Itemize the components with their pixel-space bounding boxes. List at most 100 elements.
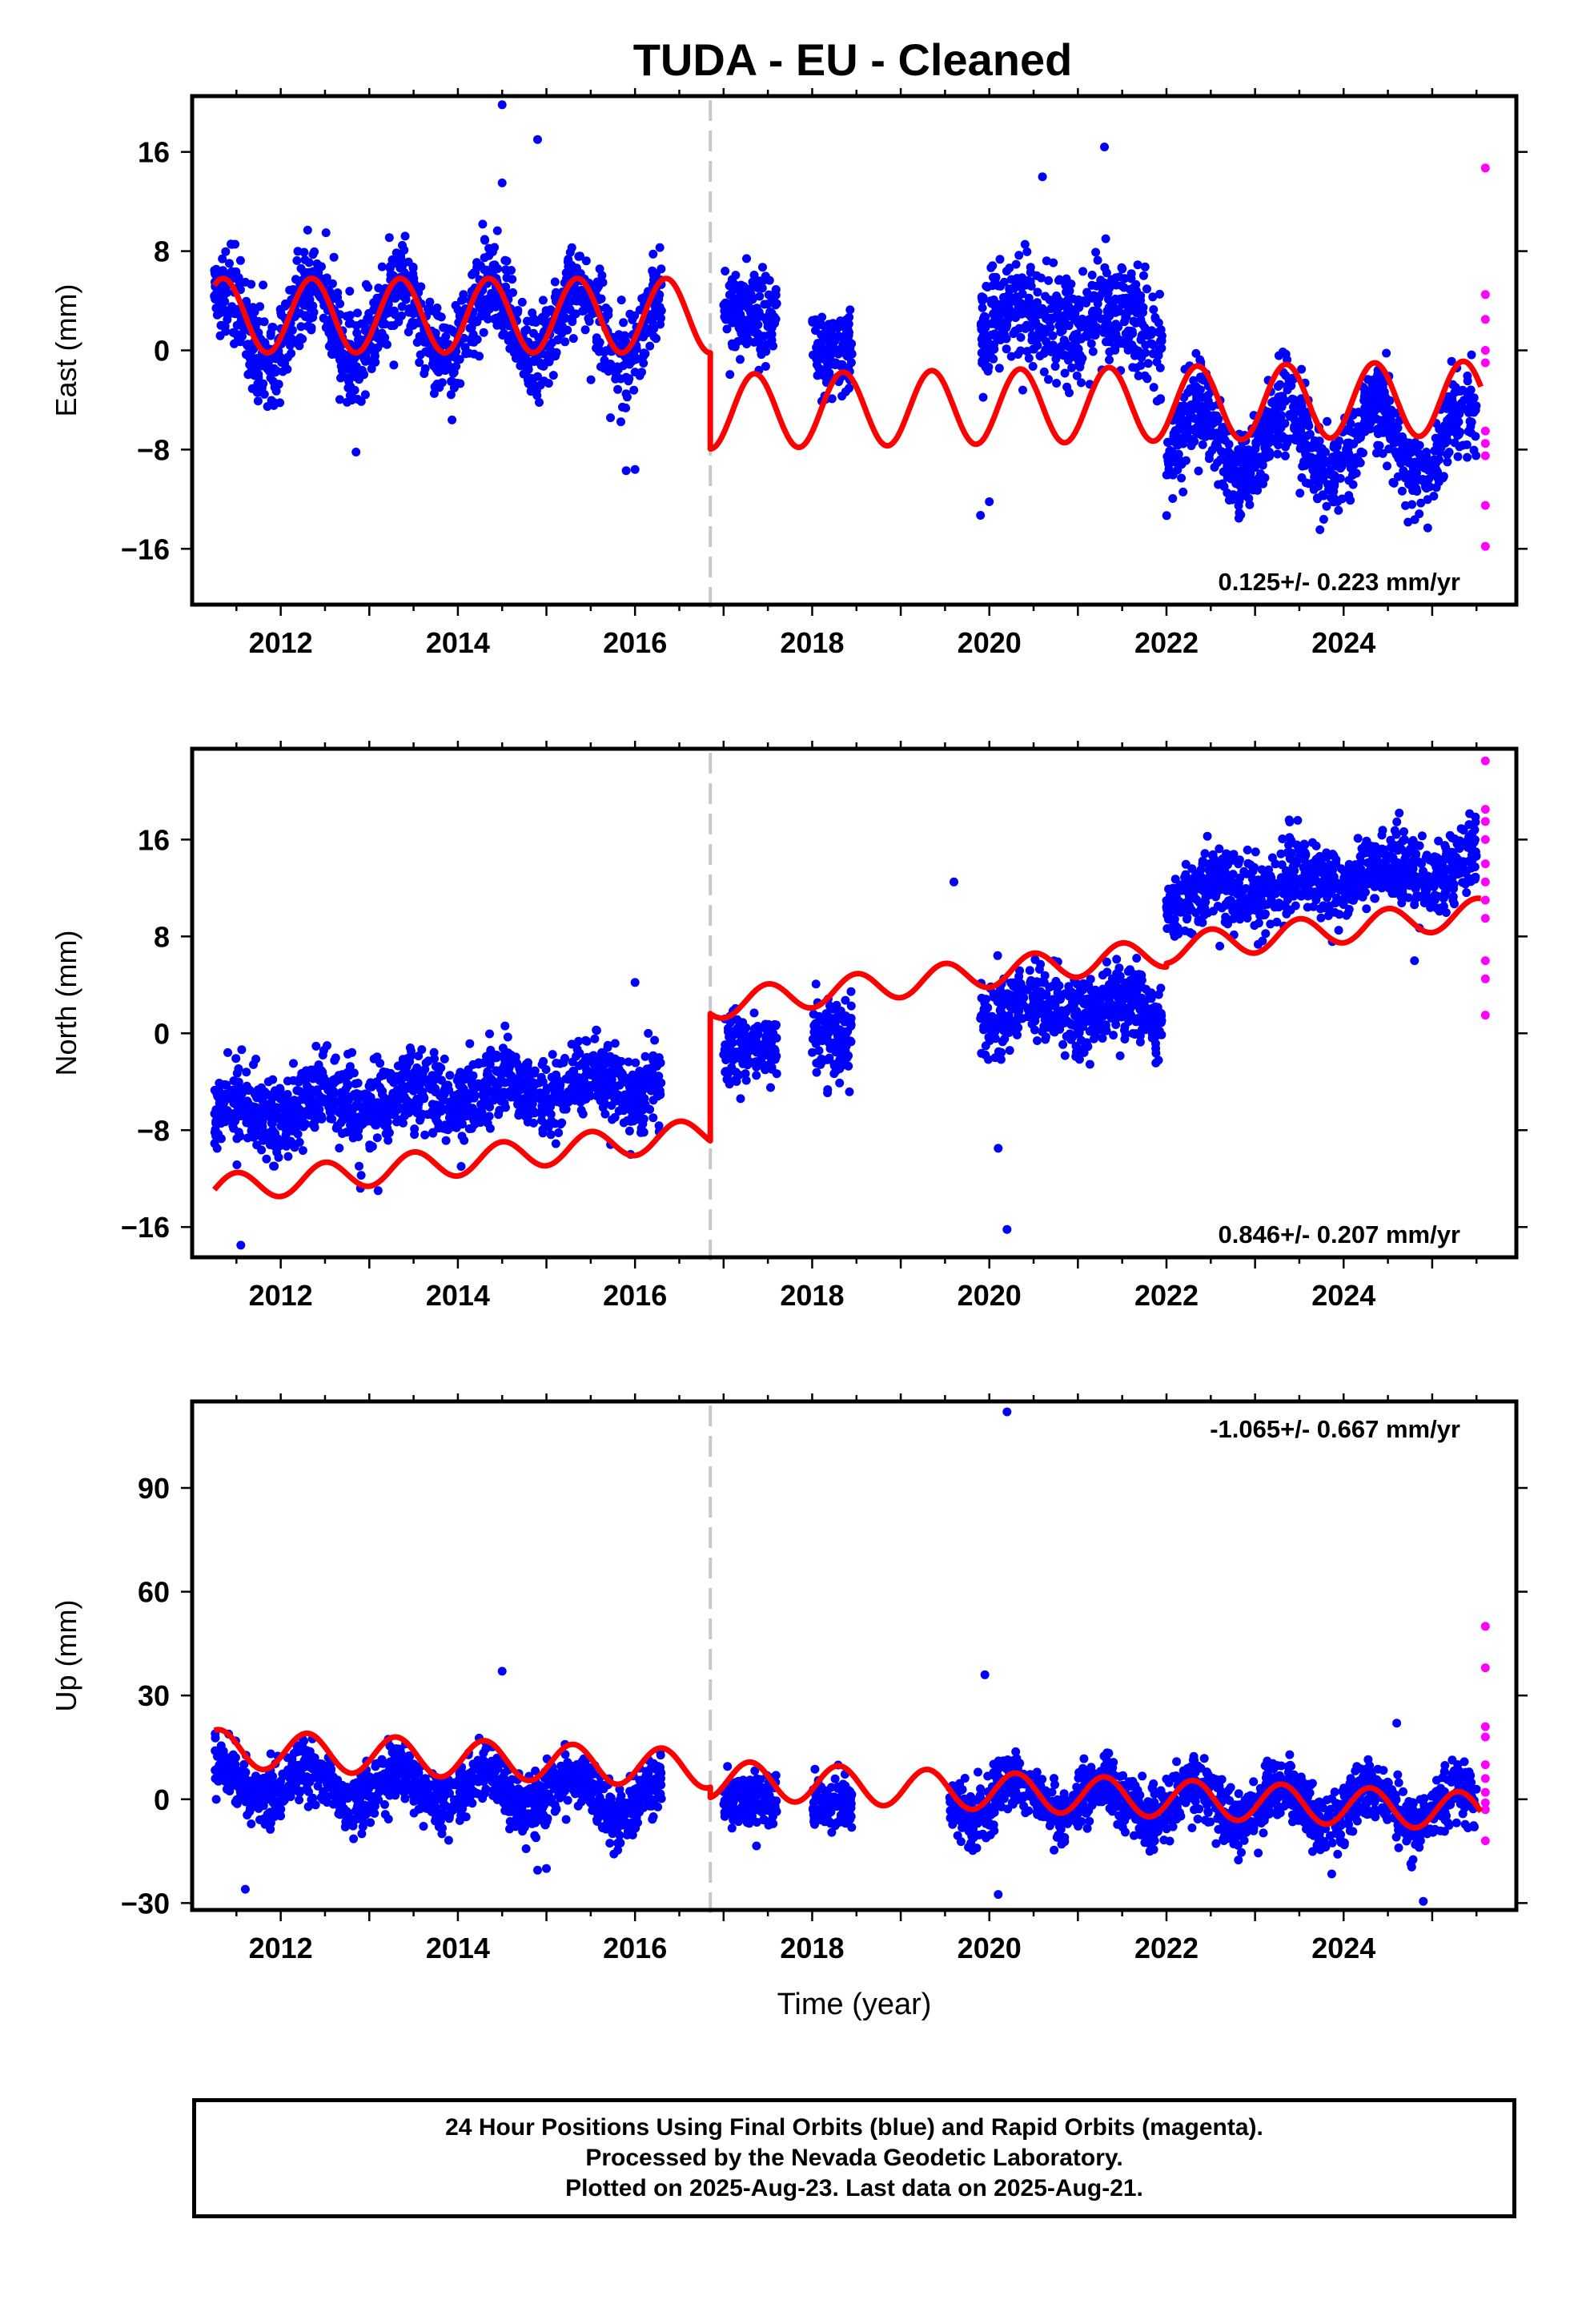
data-point	[1337, 494, 1347, 504]
data-point	[429, 388, 439, 398]
data-point	[259, 359, 268, 368]
data-point	[371, 357, 380, 367]
data-point	[725, 370, 735, 380]
data-point	[484, 1112, 494, 1121]
data-point	[1046, 347, 1056, 356]
data-point	[289, 1059, 298, 1068]
data-point	[353, 1116, 363, 1126]
rapid-point	[1480, 426, 1490, 436]
data-point	[517, 297, 527, 307]
data-point	[520, 1096, 529, 1105]
data-point	[563, 325, 572, 335]
data-point	[311, 1108, 320, 1117]
data-point	[1179, 392, 1189, 402]
data-point	[1291, 416, 1300, 425]
data-point	[1452, 426, 1461, 436]
data-point	[561, 1091, 571, 1100]
data-point	[374, 283, 383, 293]
data-point	[292, 255, 302, 265]
data-point	[760, 300, 769, 309]
data-point	[252, 1140, 262, 1150]
data-point	[771, 1021, 781, 1031]
data-point	[333, 293, 343, 302]
data-point	[313, 269, 323, 279]
data-point	[1422, 448, 1431, 456]
data-point	[1156, 336, 1166, 346]
data-point	[349, 363, 359, 372]
x-tick-label: 2018	[780, 626, 844, 659]
data-point	[367, 1082, 376, 1092]
data-point	[1412, 487, 1422, 496]
data-point	[761, 347, 771, 356]
data-point	[1156, 394, 1165, 404]
data-point	[1298, 461, 1307, 471]
data-point	[578, 295, 588, 304]
data-point	[417, 1045, 427, 1055]
data-point	[494, 1080, 503, 1090]
data-point	[335, 1144, 344, 1153]
data-point	[1359, 448, 1367, 458]
data-point	[749, 1008, 759, 1018]
y-tick-label: −8	[137, 433, 170, 466]
data-point	[283, 352, 292, 362]
data-point	[1120, 317, 1129, 327]
data-point	[367, 364, 376, 373]
data-point	[327, 279, 337, 288]
data-point	[837, 1055, 847, 1065]
data-point	[1042, 314, 1051, 324]
data-point	[1191, 348, 1201, 358]
y-tick-label: −16	[121, 533, 170, 565]
data-point	[559, 1058, 568, 1068]
data-point	[459, 295, 468, 304]
data-point	[986, 263, 996, 272]
data-point	[525, 374, 535, 383]
data-point	[485, 1029, 494, 1039]
data-point	[1315, 525, 1325, 534]
data-point	[440, 1120, 450, 1130]
data-point	[824, 350, 833, 360]
data-point	[428, 1128, 438, 1138]
data-point	[1063, 295, 1073, 304]
data-point	[628, 315, 637, 324]
data-point	[1363, 375, 1373, 384]
data-point	[1154, 328, 1163, 337]
data-point	[846, 1001, 856, 1011]
data-point	[379, 1102, 389, 1112]
data-point	[469, 349, 479, 359]
data-point	[845, 1036, 855, 1046]
data-point	[1429, 492, 1439, 501]
x-tick-label: 2016	[603, 626, 667, 659]
data-point	[1120, 1035, 1130, 1043]
data-point	[821, 1009, 831, 1019]
data-point	[829, 1069, 839, 1079]
data-point	[721, 1068, 730, 1077]
data-point	[356, 396, 366, 406]
data-point	[243, 340, 251, 350]
data-point	[467, 323, 476, 332]
data-point	[1307, 452, 1316, 462]
data-point	[1328, 471, 1338, 480]
data-point	[227, 239, 235, 249]
data-point	[977, 324, 986, 334]
data-point	[1251, 440, 1261, 449]
data-point	[1194, 466, 1203, 476]
data-point	[472, 258, 481, 267]
data-point	[347, 1128, 357, 1138]
data-point	[811, 326, 820, 336]
data-point	[1348, 480, 1358, 489]
data-point	[389, 360, 399, 370]
data-point	[844, 1061, 853, 1071]
data-point	[301, 1091, 311, 1100]
data-point	[243, 1096, 252, 1106]
x-tick-label: 2012	[249, 626, 313, 659]
data-point	[1270, 416, 1279, 425]
data-point	[1028, 362, 1038, 371]
data-point	[526, 387, 536, 396]
data-point	[809, 350, 817, 360]
data-point	[1399, 466, 1408, 476]
data-point	[568, 1082, 578, 1092]
data-point	[1067, 305, 1077, 315]
data-point	[383, 1117, 392, 1127]
data-point	[503, 1032, 512, 1042]
data-point	[463, 1112, 472, 1121]
